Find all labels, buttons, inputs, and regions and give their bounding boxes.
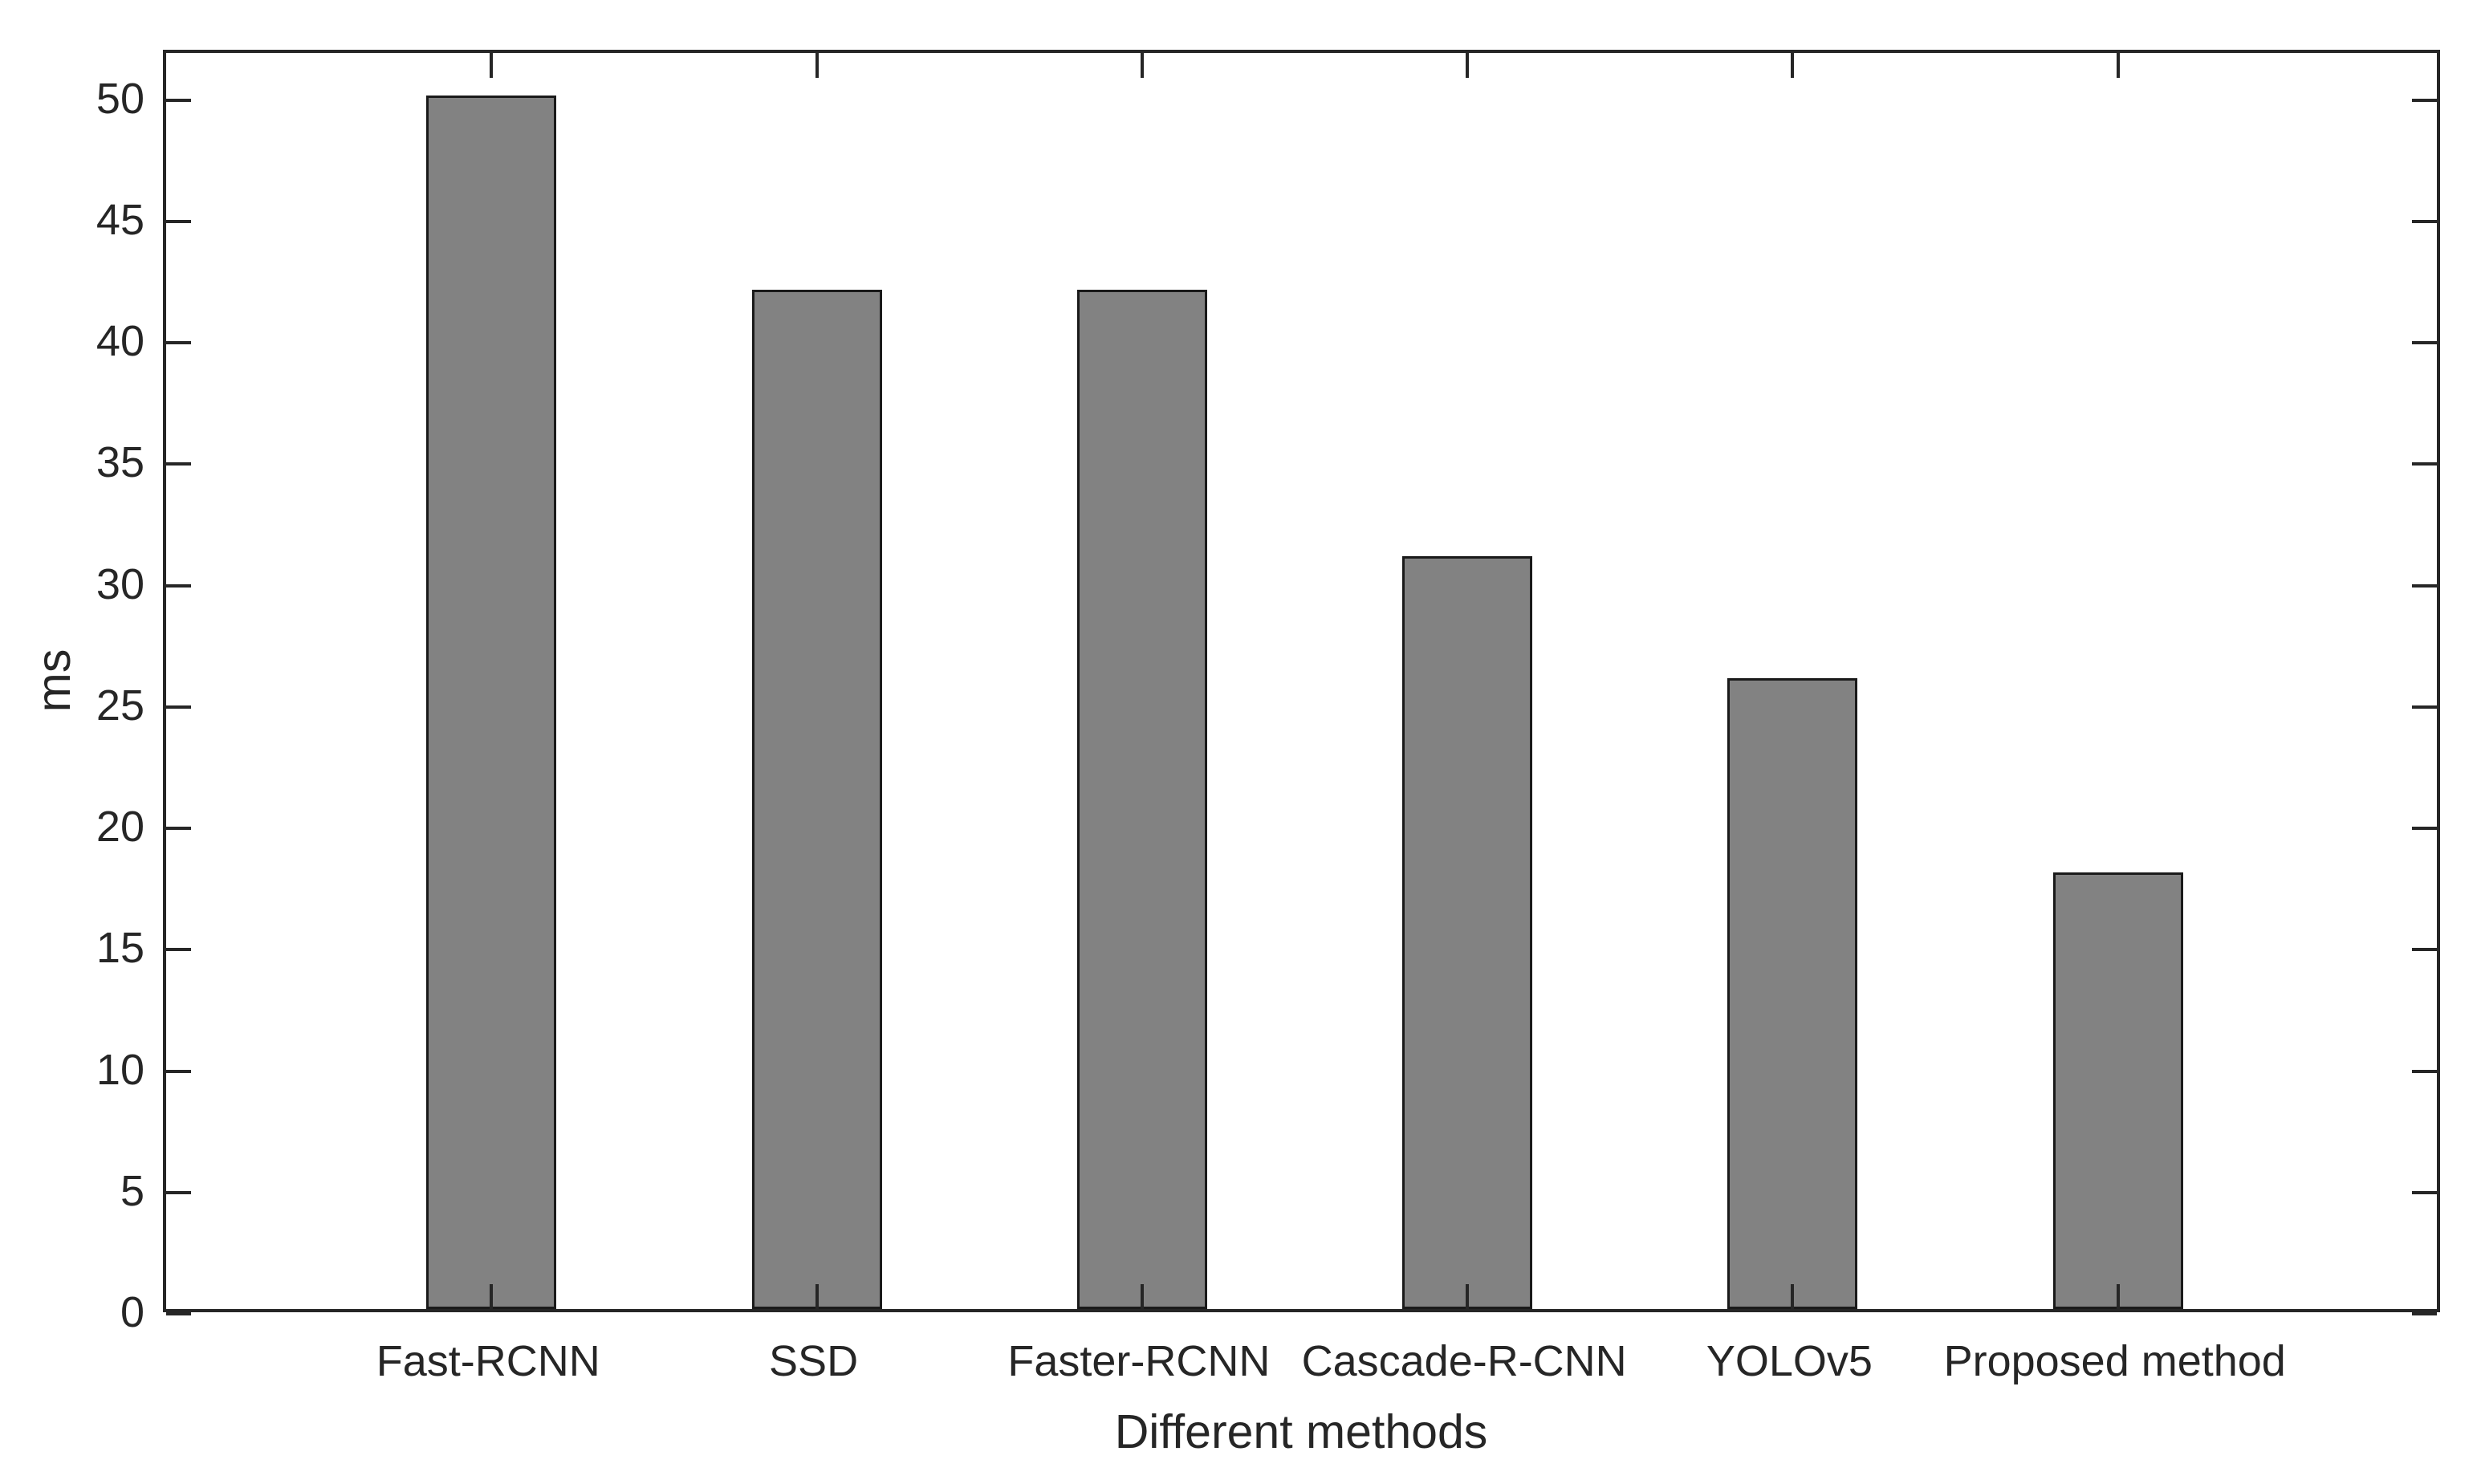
y-tick-right: [2412, 219, 2437, 223]
x-tick-top: [1791, 53, 1795, 78]
y-tick-label: 15: [96, 924, 144, 973]
y-tick-right: [2412, 462, 2437, 466]
x-tick-top: [815, 53, 819, 78]
bar-faster-rcnn: [1076, 289, 1207, 1309]
x-tick-label: Fast-RCNN: [376, 1337, 600, 1385]
y-tick-left: [166, 219, 191, 223]
y-tick-right: [2412, 1069, 2437, 1073]
plot-area: [163, 50, 2440, 1315]
y-tick-left: [166, 341, 191, 344]
y-tick-label: 20: [96, 803, 144, 851]
x-tick-label: YOLOv5: [1706, 1337, 1873, 1385]
y-tick-label: 40: [96, 317, 144, 365]
y-tick-right: [2412, 705, 2437, 709]
x-tick-top: [1140, 53, 1144, 78]
y-tick-left: [166, 948, 191, 952]
y-tick-left: [166, 705, 191, 709]
y-tick-left: [166, 98, 191, 102]
x-tick-bottom: [1140, 1284, 1144, 1309]
y-tick-left: [166, 583, 191, 588]
x-tick-bottom: [1791, 1284, 1795, 1309]
x-tick-bottom: [490, 1284, 494, 1309]
x-tick-bottom: [2116, 1284, 2120, 1309]
x-tick-top: [490, 53, 494, 78]
y-tick-label: 5: [120, 1166, 144, 1215]
x-tick-label: SSD: [769, 1337, 859, 1385]
y-tick-label: 10: [96, 1045, 144, 1094]
y-tick-label: 25: [96, 681, 144, 730]
x-tick-top: [2116, 53, 2120, 78]
bar-fast-rcnn: [426, 95, 557, 1309]
y-tick-right: [2412, 341, 2437, 344]
y-tick-label: 50: [96, 74, 144, 123]
x-tick-label: Faster-RCNN: [1007, 1337, 1271, 1385]
y-tick-right: [2412, 583, 2437, 588]
y-tick-label: 35: [96, 438, 144, 487]
y-tick-label: 30: [96, 559, 144, 608]
x-axis-label: Different methods: [1114, 1405, 1488, 1458]
y-tick-right: [2412, 98, 2437, 102]
bar-ssd: [751, 289, 882, 1309]
x-tick-label: Cascade-R-CNN: [1301, 1337, 1627, 1385]
y-tick-left: [166, 1190, 191, 1194]
y-tick-right: [2412, 827, 2437, 830]
y-tick-left: [166, 827, 191, 830]
bar-proposed-method: [2052, 872, 2183, 1309]
y-tick-left: [166, 1312, 191, 1315]
y-tick-right: [2412, 1190, 2437, 1194]
y-tick-right: [2412, 948, 2437, 952]
y-tick-label: 0: [120, 1288, 144, 1336]
x-tick-bottom: [1466, 1284, 1470, 1309]
x-tick-label: Proposed method: [1943, 1337, 2286, 1385]
bar-yolov5: [1727, 677, 1858, 1309]
x-tick-bottom: [815, 1284, 819, 1309]
x-tick-top: [1466, 53, 1470, 78]
y-tick-left: [166, 1069, 191, 1073]
bar-cascade-r-cnn: [1402, 556, 1533, 1309]
y-tick-right: [2412, 1312, 2437, 1315]
y-tick-left: [166, 462, 191, 466]
y-tick-label: 45: [96, 195, 144, 244]
